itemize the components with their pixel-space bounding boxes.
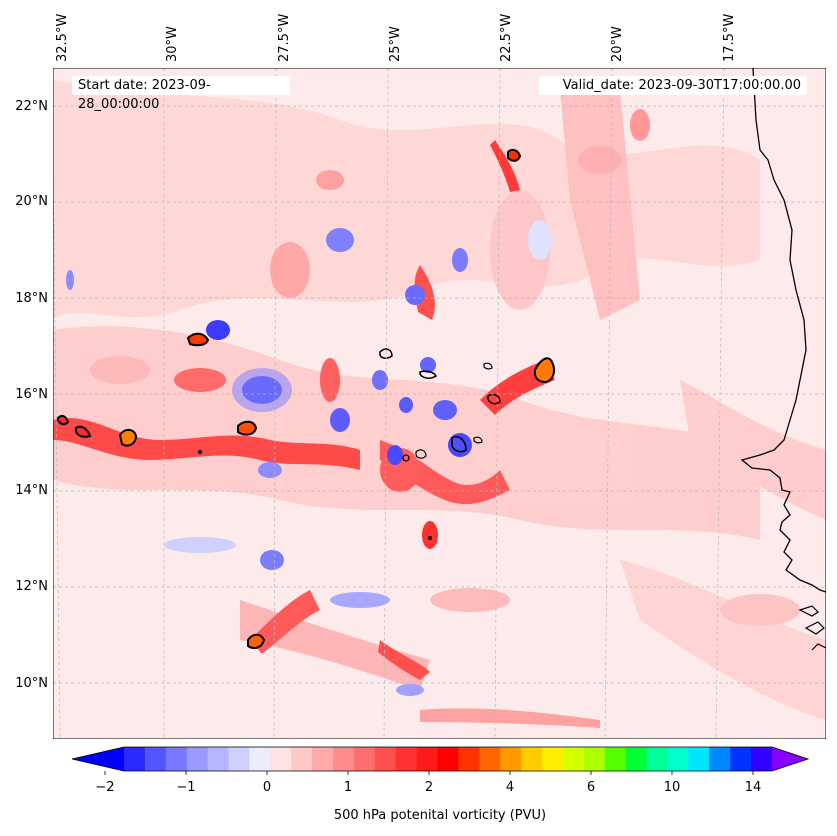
colorbar-tick: 6 — [586, 780, 596, 795]
colorbar-segment — [353, 747, 376, 771]
colorbar-extend-low — [72, 747, 124, 771]
lat-label: 12°N — [15, 579, 48, 594]
colorbar-segment — [625, 747, 648, 771]
lat-label: 18°N — [15, 291, 48, 306]
colorbar-segment — [144, 747, 167, 771]
colorbar-tick: 2 — [424, 780, 434, 795]
colorbar-segment — [730, 747, 752, 771]
graticule — [53, 68, 826, 739]
colorbar-segment — [333, 747, 355, 771]
colorbar-segment — [186, 747, 209, 771]
valid-date-label: Valid_date: 2023-09-30T17:00:00.00 — [539, 76, 807, 95]
colorbar-tick: 0 — [262, 780, 272, 795]
colorbar-tick: −1 — [176, 780, 196, 795]
colorbar-segment — [667, 747, 689, 771]
lat-label: 16°N — [15, 387, 48, 402]
vorticity-field — [53, 80, 826, 728]
colorbar-label: 500 hPa potenital vorticity (PVU) — [333, 808, 547, 823]
colorbar-outline — [71, 746, 810, 772]
colorbar-segment — [688, 747, 710, 771]
colorbar-tick: 10 — [663, 780, 681, 795]
coastline — [740, 68, 826, 593]
colorbar-segment — [583, 747, 606, 771]
colorbar-tick: −2 — [95, 780, 115, 795]
colorbar-segment — [165, 747, 188, 771]
lat-label: 10°N — [15, 676, 48, 691]
colorbar-segment — [479, 747, 501, 771]
lat-label: 14°N — [15, 483, 48, 498]
colorbar-segment — [270, 747, 292, 771]
coastline-islands — [798, 605, 826, 651]
colorbar-segment — [604, 747, 627, 771]
colorbar-segment — [709, 747, 731, 771]
lat-label: 20°N — [15, 194, 48, 209]
colorbar-segment — [312, 747, 334, 771]
colorbar-segment — [291, 747, 313, 771]
high-pv-cores — [57, 148, 555, 649]
colorbar-tick: 1 — [343, 780, 353, 795]
vorticity-maxima — [53, 140, 555, 680]
colorbar-segment — [395, 747, 418, 771]
colorbar-segment — [542, 747, 564, 771]
colorbar-tick: 14 — [744, 780, 762, 795]
colorbar-segment — [207, 747, 230, 771]
colorbar-segment — [646, 747, 668, 771]
colorbar-segment — [562, 747, 585, 771]
colorbar — [71, 746, 810, 775]
colorbar-segment — [521, 747, 543, 771]
colorbar-segment — [374, 747, 397, 771]
start-date-label: Start date: 2023-09-28_00:00:00 — [72, 76, 290, 112]
colorbar-segment — [458, 747, 480, 771]
colorbar-segment — [249, 747, 271, 771]
colorbar-segment — [500, 747, 522, 771]
colorbar-segment — [416, 747, 439, 771]
colorbar-extend-high — [772, 747, 808, 771]
colorbar-segment — [124, 747, 146, 771]
lat-label: 22°N — [15, 99, 48, 114]
colorbar-segment — [228, 747, 250, 771]
colorbar-segment — [751, 747, 773, 771]
colorbar-tick: 4 — [505, 780, 515, 795]
colorbar-segment — [437, 747, 459, 771]
vorticity-minima — [66, 220, 552, 696]
